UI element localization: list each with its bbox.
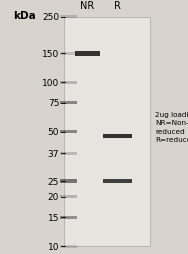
Bar: [60, 131, 77, 134]
Text: 10: 10: [48, 242, 59, 251]
Bar: [60, 245, 77, 248]
Text: 2ug loading
NR=Non-
reduced
R=reduced: 2ug loading NR=Non- reduced R=reduced: [155, 111, 188, 143]
Text: 20: 20: [48, 193, 59, 202]
Bar: [60, 16, 77, 19]
Bar: [103, 134, 132, 139]
Text: NR: NR: [80, 2, 95, 11]
Bar: [75, 52, 100, 56]
Text: 25: 25: [48, 177, 59, 186]
Bar: [60, 53, 77, 56]
Text: 37: 37: [48, 149, 59, 158]
Text: 15: 15: [48, 213, 59, 222]
Bar: [60, 81, 77, 84]
Bar: [60, 216, 77, 219]
Text: 250: 250: [42, 13, 59, 22]
Text: kDa: kDa: [13, 11, 36, 21]
Bar: [60, 180, 77, 183]
Bar: [60, 152, 77, 155]
Text: 150: 150: [42, 50, 59, 58]
Text: R: R: [114, 2, 121, 11]
Bar: [103, 179, 132, 183]
Bar: [60, 196, 77, 199]
Bar: [60, 102, 77, 105]
Text: 50: 50: [48, 128, 59, 137]
Text: 100: 100: [42, 78, 59, 87]
Bar: [64, 18, 150, 246]
Text: 75: 75: [48, 99, 59, 108]
